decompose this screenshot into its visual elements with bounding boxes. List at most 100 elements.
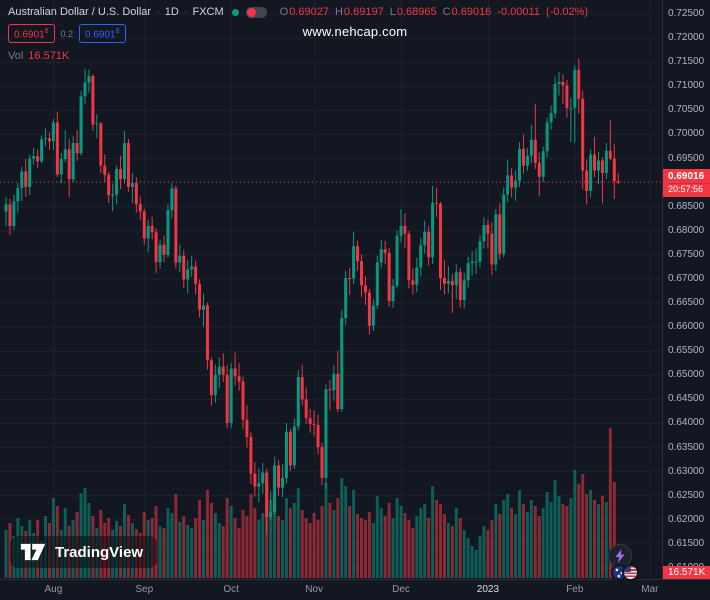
volume-bar bbox=[411, 528, 415, 578]
symbol-title[interactable]: Australian Dollar / U.S. Dollar bbox=[8, 6, 152, 18]
candle-body bbox=[545, 122, 549, 152]
candle-body bbox=[360, 261, 363, 286]
bar-countdown: 20:57:56 bbox=[668, 182, 710, 195]
price-axis-label: 0.69500 bbox=[668, 152, 705, 164]
indicator-toggle[interactable] bbox=[245, 6, 267, 18]
candle-body bbox=[296, 377, 300, 427]
time-axis-label: Oct bbox=[223, 584, 239, 595]
sell-price-button[interactable]: 0.69016 bbox=[8, 24, 55, 44]
candle-body bbox=[510, 175, 514, 188]
candle-body bbox=[123, 143, 126, 180]
volume-bar bbox=[518, 490, 521, 578]
volume-bar bbox=[233, 518, 237, 578]
exchange[interactable]: FXCM bbox=[192, 6, 224, 18]
volume-bar bbox=[158, 526, 162, 578]
spread-value: 0.2 bbox=[60, 28, 74, 39]
candle-body bbox=[458, 272, 462, 301]
candle-body bbox=[486, 225, 490, 234]
volume-bar bbox=[213, 513, 217, 578]
volume-bar bbox=[502, 500, 506, 578]
buy-price-button[interactable]: 0.69018 bbox=[79, 24, 126, 44]
candle-body bbox=[344, 277, 348, 318]
candle-body bbox=[16, 187, 20, 202]
volume-bar bbox=[300, 510, 304, 578]
volume-bar bbox=[549, 502, 553, 578]
candle-body bbox=[375, 262, 379, 306]
separator: · bbox=[156, 6, 160, 18]
candle-body bbox=[237, 376, 241, 382]
candle-body bbox=[107, 174, 111, 196]
candle-body bbox=[533, 139, 537, 163]
candle-body bbox=[217, 366, 221, 375]
chart-plot-area[interactable] bbox=[0, 0, 663, 580]
price-axis-label: 0.64000 bbox=[668, 417, 705, 429]
candle-body bbox=[328, 389, 332, 391]
volume-bar bbox=[352, 490, 356, 578]
candle-body bbox=[300, 377, 304, 400]
us-flag-icon bbox=[622, 564, 639, 581]
volume-bar bbox=[332, 510, 336, 578]
candle-body bbox=[577, 69, 581, 99]
price-axis-label: 0.66500 bbox=[668, 297, 705, 309]
candle-body bbox=[529, 139, 533, 156]
candle-body bbox=[83, 82, 87, 97]
volume-bar bbox=[553, 480, 557, 578]
volume-bar bbox=[529, 500, 533, 578]
candle-body bbox=[320, 447, 324, 478]
tradingview-logo[interactable]: TradingView bbox=[10, 536, 158, 568]
volume-bar bbox=[166, 508, 170, 578]
volume-bar bbox=[537, 516, 541, 578]
volume-bar bbox=[174, 494, 178, 578]
time-axis[interactable]: Aug Sep Oct Nov Dec 2023 Feb Mar bbox=[0, 579, 710, 600]
volume-bar bbox=[296, 488, 300, 578]
candle-body bbox=[245, 419, 249, 437]
timeframe[interactable]: 1D bbox=[164, 6, 179, 18]
volume-bar bbox=[466, 538, 470, 578]
candle-body bbox=[209, 360, 213, 396]
candle-body bbox=[138, 204, 142, 212]
candle-body bbox=[186, 269, 190, 280]
candlestick-chart[interactable] bbox=[0, 0, 663, 580]
volume-bar bbox=[612, 482, 616, 578]
candle-body bbox=[593, 154, 597, 171]
ohlc-values: O 0.69027 H 0.69197 L 0.68965 C 0.69016 -0.0… bbox=[280, 6, 588, 18]
candle-body bbox=[616, 181, 620, 183]
volume-bar bbox=[494, 504, 498, 578]
candle-body bbox=[482, 225, 486, 242]
close-value: 0.69016 bbox=[451, 6, 492, 18]
candle-body bbox=[316, 424, 320, 448]
price-axis[interactable]: 0.69016 20:57:56 16.571K 0.72500 0.72000 0… bbox=[662, 0, 710, 580]
candle-body bbox=[198, 283, 202, 310]
volume-bar bbox=[498, 514, 502, 578]
candle-body bbox=[257, 483, 261, 487]
candle-body bbox=[288, 431, 292, 466]
low-value: 0.68965 bbox=[396, 6, 437, 18]
candle-body bbox=[498, 214, 502, 254]
candle-body bbox=[178, 255, 182, 263]
candle-body bbox=[589, 154, 593, 191]
candle-body bbox=[573, 69, 577, 108]
volume-bar bbox=[403, 513, 407, 578]
volume-bar bbox=[600, 496, 604, 578]
volume-bar bbox=[269, 500, 273, 578]
volume-bar bbox=[360, 518, 363, 578]
candle-body bbox=[229, 368, 233, 423]
volume-bar bbox=[486, 530, 490, 578]
volume-bar bbox=[395, 498, 399, 578]
separator: · bbox=[183, 6, 188, 18]
volume-label[interactable]: Vol bbox=[8, 50, 24, 63]
volume-value: 16.571K bbox=[28, 50, 70, 63]
price-axis-label: 0.63500 bbox=[668, 441, 705, 453]
candle-body bbox=[490, 233, 494, 265]
candle-body bbox=[44, 138, 47, 140]
candle-body bbox=[419, 245, 423, 268]
volume-bar bbox=[217, 523, 221, 578]
volume-bar bbox=[308, 523, 312, 578]
candle-body bbox=[182, 255, 186, 280]
candle-body bbox=[32, 156, 36, 159]
candle-body bbox=[142, 211, 146, 239]
volume-bar bbox=[379, 508, 383, 578]
volume-bar bbox=[221, 526, 225, 578]
candle-body bbox=[284, 431, 288, 478]
candle-body bbox=[174, 188, 178, 263]
